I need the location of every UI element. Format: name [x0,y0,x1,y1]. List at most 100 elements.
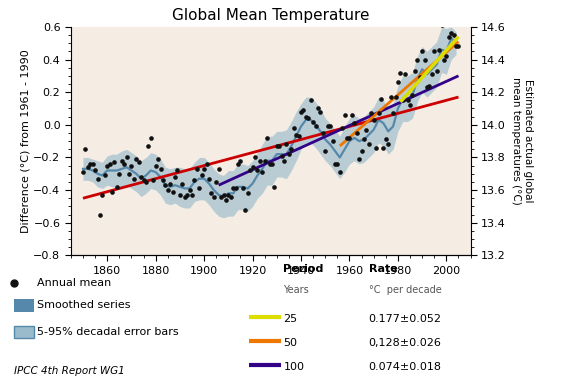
Point [359,136,369,142]
Point [365,141,374,147]
Point [362,127,371,133]
Point [260,157,269,164]
Point [188,192,197,198]
Point [209,194,218,200]
Point [234,161,243,167]
Point [291,131,301,137]
Point [308,118,318,124]
Point [214,166,223,172]
Point [265,161,274,167]
Point [376,96,386,102]
Point [432,68,441,74]
Point [420,56,429,63]
Text: Rate: Rate [369,263,397,274]
Point [437,22,446,28]
Point [430,48,439,55]
Point [398,97,407,103]
Point [231,185,240,192]
Point [221,197,230,203]
Point [217,194,226,200]
Point [105,161,114,167]
Point [207,190,216,196]
Point [411,68,420,74]
Point [449,32,458,38]
FancyBboxPatch shape [14,299,34,312]
Point [367,110,376,116]
Point [434,46,443,53]
Point [280,157,289,164]
Point [388,110,397,116]
Point [311,123,320,129]
Point [447,30,456,36]
Point [439,56,448,63]
Point [122,154,131,161]
Point [197,172,206,179]
Point [154,156,163,162]
Point [194,185,204,192]
Title: Global Mean Temperature: Global Mean Temperature [172,8,370,23]
Point [202,161,211,167]
Point [112,184,121,190]
Point [381,136,390,142]
Point [137,174,146,180]
FancyBboxPatch shape [14,326,34,338]
Point [342,135,352,141]
Text: 50: 50 [284,338,298,348]
Point [171,174,180,180]
Point [253,167,262,174]
Point [255,157,264,164]
Y-axis label: Difference (°C) from 1961 - 1990: Difference (°C) from 1961 - 1990 [20,49,31,233]
Point [144,143,153,149]
Point [333,161,342,167]
Point [270,184,279,190]
Point [127,162,136,169]
Point [274,143,284,149]
Point [163,187,172,193]
Point [415,74,424,81]
Point [173,167,182,174]
Point [340,112,349,118]
Point [205,175,214,182]
Point [108,189,117,195]
Point [413,56,422,63]
Point [83,164,92,170]
Point [146,135,155,141]
Point [272,143,281,149]
Point [374,110,383,116]
Point [369,117,378,123]
Point [321,148,330,154]
Point [243,190,252,196]
Point [190,177,199,183]
Point [282,141,291,147]
Point [100,172,109,179]
Text: Years: Years [284,285,309,295]
Point [211,179,221,185]
Point [391,94,400,100]
Point [338,125,347,131]
Point [294,133,303,139]
Point [405,102,414,108]
Point [316,109,325,115]
Point [451,43,460,50]
Point [149,177,158,183]
Point [86,161,95,167]
Point [139,177,148,183]
Point [306,97,315,103]
Point [238,185,247,192]
Text: Annual mean: Annual mean [37,278,111,288]
Point [91,167,100,174]
Point [268,161,277,167]
Point [379,144,388,151]
Point [178,180,187,187]
Point [192,166,201,172]
Point [325,123,335,129]
Point [304,115,313,121]
Point [386,94,395,100]
Point [396,70,405,76]
Point [125,170,134,177]
Point [132,156,141,162]
Point [115,170,124,177]
Point [98,192,107,198]
Text: 0.074±0.018: 0.074±0.018 [369,362,442,372]
Point [403,97,412,103]
